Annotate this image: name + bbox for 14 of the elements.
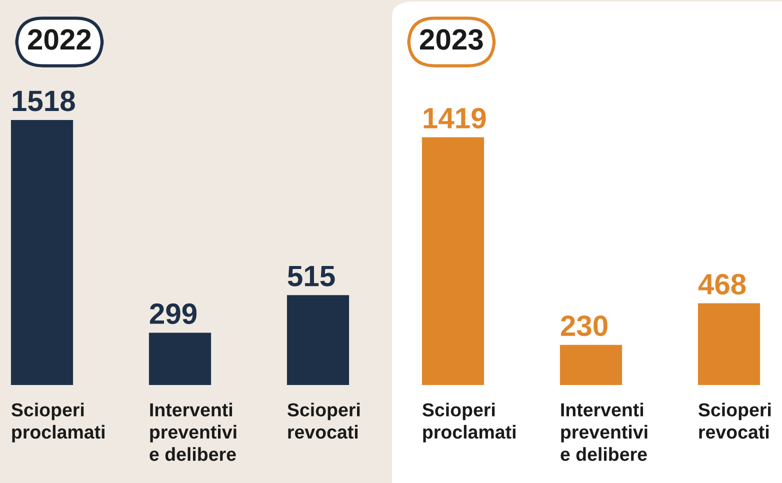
x-tick-label: Scioperi proclamati [11, 402, 104, 442]
data-label: 1518 [12, 90, 75, 112]
x-tick-label: Scioperi revocati [287, 402, 360, 439]
data-label: 515 [288, 266, 335, 286]
x-tick-label: Scioperi revocati [698, 402, 771, 439]
x-tick-label: Interventi preventivi e delibere [150, 402, 236, 461]
data-label: 299 [150, 303, 197, 324]
x-tick-label: Scioperi proclamati [422, 402, 516, 442]
chart-title: 2023 [420, 29, 483, 50]
data-label: 1419 [424, 108, 486, 129]
x-tick-label: Interventi preventivi e delibere [560, 402, 648, 461]
data-label: 230 [560, 315, 608, 336]
data-label: 468 [698, 274, 746, 295]
chart-title: 2022 [28, 29, 91, 50]
